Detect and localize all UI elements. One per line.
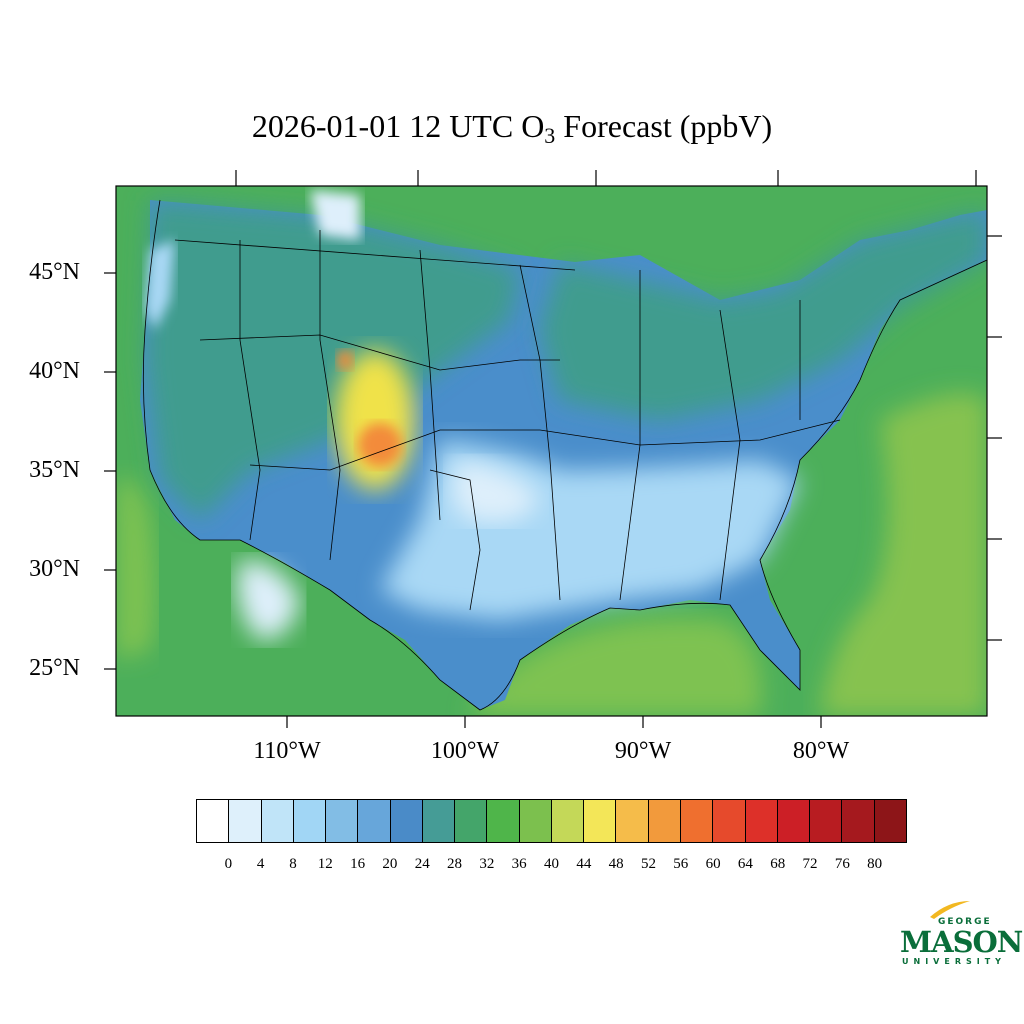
colorbar-swatch [616, 800, 649, 842]
state-line-4 [319, 230, 341, 561]
colorbar [196, 799, 907, 843]
mexico-very-low [237, 560, 300, 640]
colorbar-tick-label: 60 [705, 856, 721, 872]
map-title: 2026-01-01 12 UTC O3 Forecast (ppbV) [0, 108, 1024, 149]
logo-george: GEORGE [938, 917, 992, 927]
rockies-peak-2 [337, 350, 353, 370]
canada-very-low [310, 190, 360, 240]
colorbar-tick-label: 40 [544, 856, 559, 872]
coastline [142, 199, 987, 711]
colorbar-tick-label: 72 [802, 856, 818, 872]
colorbar-swatch [390, 800, 423, 842]
state-line-1 [199, 334, 560, 371]
colorbar-swatch [487, 800, 520, 842]
colorbar-swatch [648, 800, 681, 842]
colorbar-tick-label: 80 [867, 856, 883, 872]
colorbar-tick-label: 52 [640, 856, 656, 872]
colorbar-swatch [842, 800, 875, 842]
colorbar-swatch [422, 800, 456, 842]
title-suffix: Forecast (ppbV) [555, 108, 773, 144]
colorbar-tick-label: 36 [511, 856, 527, 872]
colorbar-swatch [680, 800, 714, 842]
map-field [116, 186, 987, 716]
pacific-patch [116, 478, 155, 660]
colorbar-tick-label: 24 [414, 856, 430, 872]
map-frame [115, 185, 988, 717]
colorbar-swatch [261, 800, 294, 842]
lon-label-80: 80°W [792, 738, 850, 764]
lat-label-25: 25°N [29, 655, 80, 681]
colorbar-tick-label: 16 [350, 856, 366, 872]
colorbar-swatch [293, 800, 327, 842]
colorbar-tick-label: 28 [447, 856, 463, 872]
colorbar-tick-label: 20 [382, 856, 398, 872]
colorbar-swatch [551, 800, 585, 842]
colorbar-swatch [197, 800, 230, 842]
state-line-2 [249, 419, 841, 471]
state-line-8 [719, 309, 741, 601]
state-line-3 [239, 240, 261, 541]
title-subscript: 3 [544, 123, 556, 148]
colorbar-tick-label: 12 [317, 856, 333, 872]
logo-mason: MASON [900, 925, 1023, 959]
colorbar-swatch [326, 800, 359, 842]
colorbar-tick-label: 68 [770, 856, 786, 872]
colorbar-swatch [745, 800, 778, 842]
colorbar-swatch [584, 800, 617, 842]
colorbar-swatch [519, 800, 552, 842]
colorbar-tick-label: 56 [673, 856, 689, 872]
colorbar-swatch [874, 800, 906, 842]
state-line-6 [519, 264, 561, 601]
pnw-low [145, 240, 175, 330]
colorbar-swatch [358, 800, 391, 842]
lat-label-40: 40°N [29, 358, 80, 384]
colorbar-tick-label: 76 [834, 856, 850, 872]
axis-ticks [104, 170, 1002, 728]
swoosh-icon [930, 901, 970, 919]
colorbar-tick-label: 48 [608, 856, 624, 872]
colorbar-tick-label: 0 [224, 856, 233, 872]
lon-label-90: 90°W [614, 738, 672, 764]
colorbar-tick-label: 4 [256, 856, 265, 872]
title-prefix: 2026-01-01 12 UTC O [251, 108, 545, 144]
border-canada [174, 239, 576, 271]
lon-label-110: 110°W [253, 738, 321, 764]
boundaries [142, 199, 987, 711]
logo-university: UNIVERSITY [902, 957, 1006, 966]
state-line-5 [419, 249, 441, 521]
colorbar-swatch [455, 800, 488, 842]
colorbar-tick-label: 32 [479, 856, 495, 872]
rockies-high [335, 350, 415, 490]
gulf-patch [470, 618, 762, 716]
colorbar-swatch [713, 800, 746, 842]
lat-label-45: 45°N [29, 259, 80, 285]
colorbar-tick-label: 64 [737, 856, 753, 872]
west-region [145, 200, 520, 520]
lon-label-100: 100°W [430, 738, 500, 764]
atlantic-patch [820, 393, 987, 716]
lat-label-30: 30°N [29, 556, 80, 582]
lat-label-35: 35°N [29, 457, 80, 483]
state-line-7 [619, 270, 641, 601]
colorbar-swatch [777, 800, 811, 842]
george-mason-logo: GEORGE MASON UNIVERSITY [898, 897, 1023, 969]
colorbar-swatch [810, 800, 843, 842]
colorbar-tick-label: 44 [576, 856, 592, 872]
colorbar-swatch [229, 800, 262, 842]
northeast-region [540, 210, 987, 420]
rockies-peak [358, 423, 402, 467]
state-line-10 [429, 469, 481, 611]
colorbar-tick-label: 8 [289, 856, 297, 872]
